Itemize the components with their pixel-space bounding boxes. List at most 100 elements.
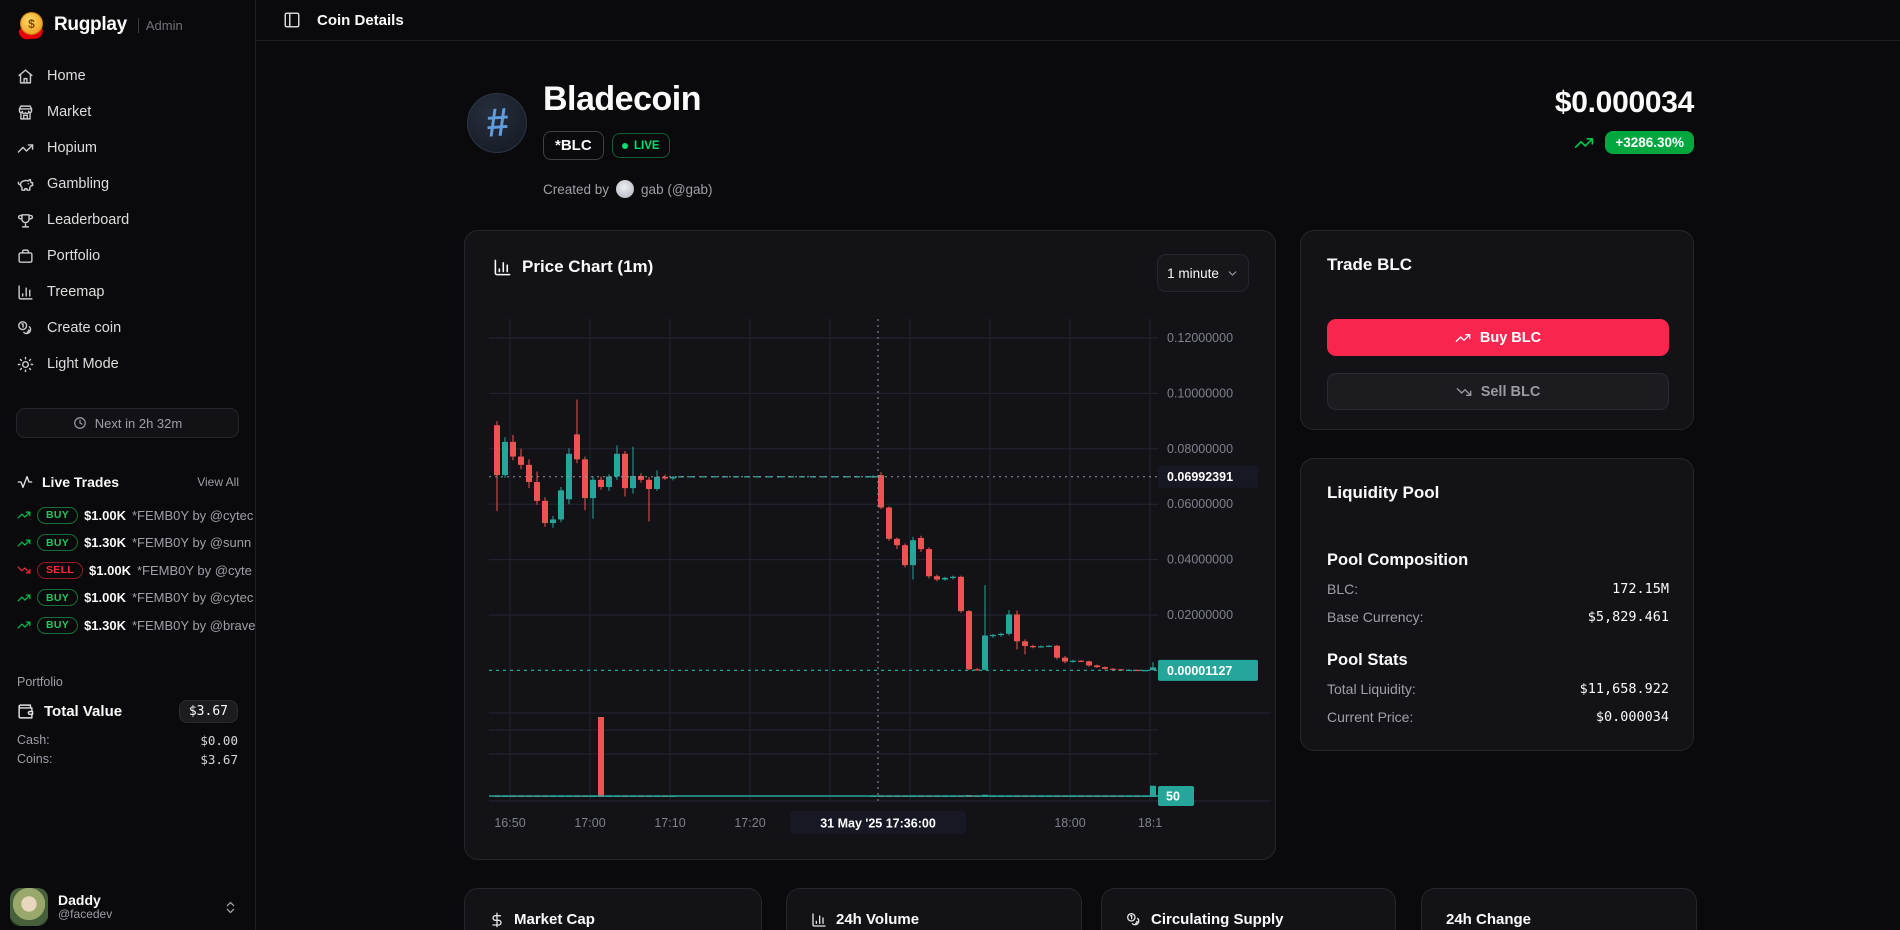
creator-avatar [616,180,635,198]
svg-text:0.06000000: 0.06000000 [1167,497,1233,511]
trade-amount: $1.00K [84,590,126,606]
trending-down-icon [1456,387,1472,396]
sidebar-item-leaderboard[interactable]: Leaderboard [8,203,247,237]
trade-detail: *FEMB0Y by @cytec [132,590,254,606]
store-icon [18,104,33,120]
trending-up-icon [17,143,34,153]
svg-text:0.10000000: 0.10000000 [1167,386,1233,400]
chart-title: Price Chart (1m) [522,257,654,276]
brand-header[interactable]: $ Rugplay Admin [17,11,183,40]
pool-row-total-liquidity: Total Liquidity: $11,658.922 [1327,681,1669,697]
hash-glyph: # [484,100,510,146]
sidebar-item-label: Create coin [47,320,122,336]
admin-badge: Admin [137,17,183,33]
trade-amount: $1.00K [84,507,126,523]
view-all-link[interactable]: View All [197,475,239,489]
sidebar-item-label: Leaderboard [47,212,130,228]
avatar [10,888,48,926]
trade-row[interactable]: SELL $1.00K *FEMB0Y by @cyte [17,560,255,580]
price-chart[interactable]: 0.12000000 0.10000000 0.08000000 0.06000000… [489,319,1271,841]
sidebar-item-label: Gambling [47,176,110,192]
created-by-row: Created by gab (@gab) [543,180,713,198]
chevrons-up-down-icon [226,901,235,913]
sell-button[interactable]: Sell BLC [1327,373,1669,410]
stat-card-market-cap: Market Cap [464,888,762,930]
svg-text:50: 50 [1166,790,1180,804]
briefcase-icon [18,248,33,263]
trade-row[interactable]: BUY $1.00K *FEMB0Y by @cytec [17,505,255,525]
stat-card-24h-change: 24h Change [1421,888,1697,930]
interval-select[interactable]: 1 minute [1157,254,1249,292]
stat-card-label: 24h Change [1446,911,1532,928]
sidebar-item-market[interactable]: Market [8,95,247,129]
price-chart-card: Price Chart (1m) 1 minute 0.12000000 0.10… [464,230,1276,860]
coins-icon [18,320,32,334]
live-badge: LIVE [612,133,670,158]
pool-composition-heading: Pool Composition [1327,551,1469,569]
svg-text:0.06992391: 0.06992391 [1167,470,1233,484]
portfolio-row: Coins: $3.67 [17,751,238,767]
clock-icon [73,417,86,429]
trade-detail: *FEMB0Y by @cyte [136,562,252,578]
sidebar-item-treemap[interactable]: Treemap [8,275,247,309]
total-value-label: Total Value [44,703,123,720]
sidebar-item-label: Treemap [47,284,105,300]
total-value-badge: $3.67 [178,700,238,723]
chart-column-icon [494,259,511,275]
pool-stats-heading: Pool Stats [1327,651,1408,669]
topbar: Coin Details [256,0,1900,41]
sidebar-item-create-coin[interactable]: Create coin [8,311,247,345]
svg-text:0.12000000: 0.12000000 [1167,331,1233,345]
chart-column-icon [18,284,33,300]
pool-row-base-currency: Base Currency: $5,829.461 [1327,609,1669,625]
wallet-icon [18,704,34,719]
page-title: Coin Details [317,11,404,29]
next-round-timer-button[interactable]: Next in 2h 32m [16,408,239,438]
sidebar-item-light-mode[interactable]: Light Mode [8,347,247,381]
svg-text:17:10: 17:10 [654,816,685,830]
panel-left-icon[interactable] [283,11,301,29]
svg-text:17:00: 17:00 [574,816,605,830]
trending-up-icon [1455,333,1471,342]
coin-name: Bladecoin [543,80,701,118]
portfolio-row: Cash: $0.00 [17,733,238,748]
sidebar-item-label: Home [47,68,86,84]
trade-row[interactable]: BUY $1.00K *FEMB0Y by @cytec [17,588,255,608]
home-icon [18,68,33,84]
stat-card-label: Market Cap [514,911,595,928]
sidebar-item-hopium[interactable]: Hopium [8,131,247,165]
pool-row-current-price: Current Price: $0.000034 [1327,709,1669,725]
trade-panel: Trade BLC Buy BLC Sell BLC [1300,230,1694,430]
trending-down-icon [17,566,31,574]
creator-name[interactable]: gab (@gab) [641,181,713,197]
rugplay-logo-icon: $ [17,11,45,40]
sidebar-item-gambling[interactable]: Gambling [8,167,247,201]
timer-label: Next in 2h 32m [94,415,183,431]
change-row: +3286.30% [1574,131,1694,154]
sidebar-item-home[interactable]: Home [8,59,247,93]
coin-icon: # [467,93,527,153]
sun-icon [17,356,34,372]
piggy-bank-icon [17,178,34,191]
trending-up-icon [1575,137,1594,148]
svg-text:0.04000000: 0.04000000 [1167,553,1233,567]
trade-type-badge: BUY [37,589,79,607]
trade-row[interactable]: BUY $1.30K *FEMB0Y by @brave [17,615,255,635]
user-handle: @facedev [58,907,113,922]
user-menu[interactable]: Daddy @facedev [10,884,246,930]
trending-up-icon [17,511,31,519]
candlestick-chart-svg[interactable]: 0.12000000 0.10000000 0.08000000 0.06000000… [489,319,1271,836]
sidebar-item-portfolio[interactable]: Portfolio [8,239,247,273]
svg-text:16:50: 16:50 [494,816,525,830]
trade-panel-title: Trade BLC [1327,255,1413,274]
sidebar-item-label: Market [47,104,92,120]
trade-row[interactable]: BUY $1.30K *FEMB0Y by @sunn [17,533,255,553]
change-badge: +3286.30% [1605,131,1694,154]
coin-symbol-badge: *BLC [543,131,604,160]
portfolio-heading: Portfolio [17,675,63,689]
sidebar-item-label: Portfolio [47,248,101,264]
buy-button[interactable]: Buy BLC [1327,319,1669,356]
trending-up-icon [17,594,31,602]
live-dot [622,142,628,149]
trade-type-badge: BUY [37,534,79,552]
